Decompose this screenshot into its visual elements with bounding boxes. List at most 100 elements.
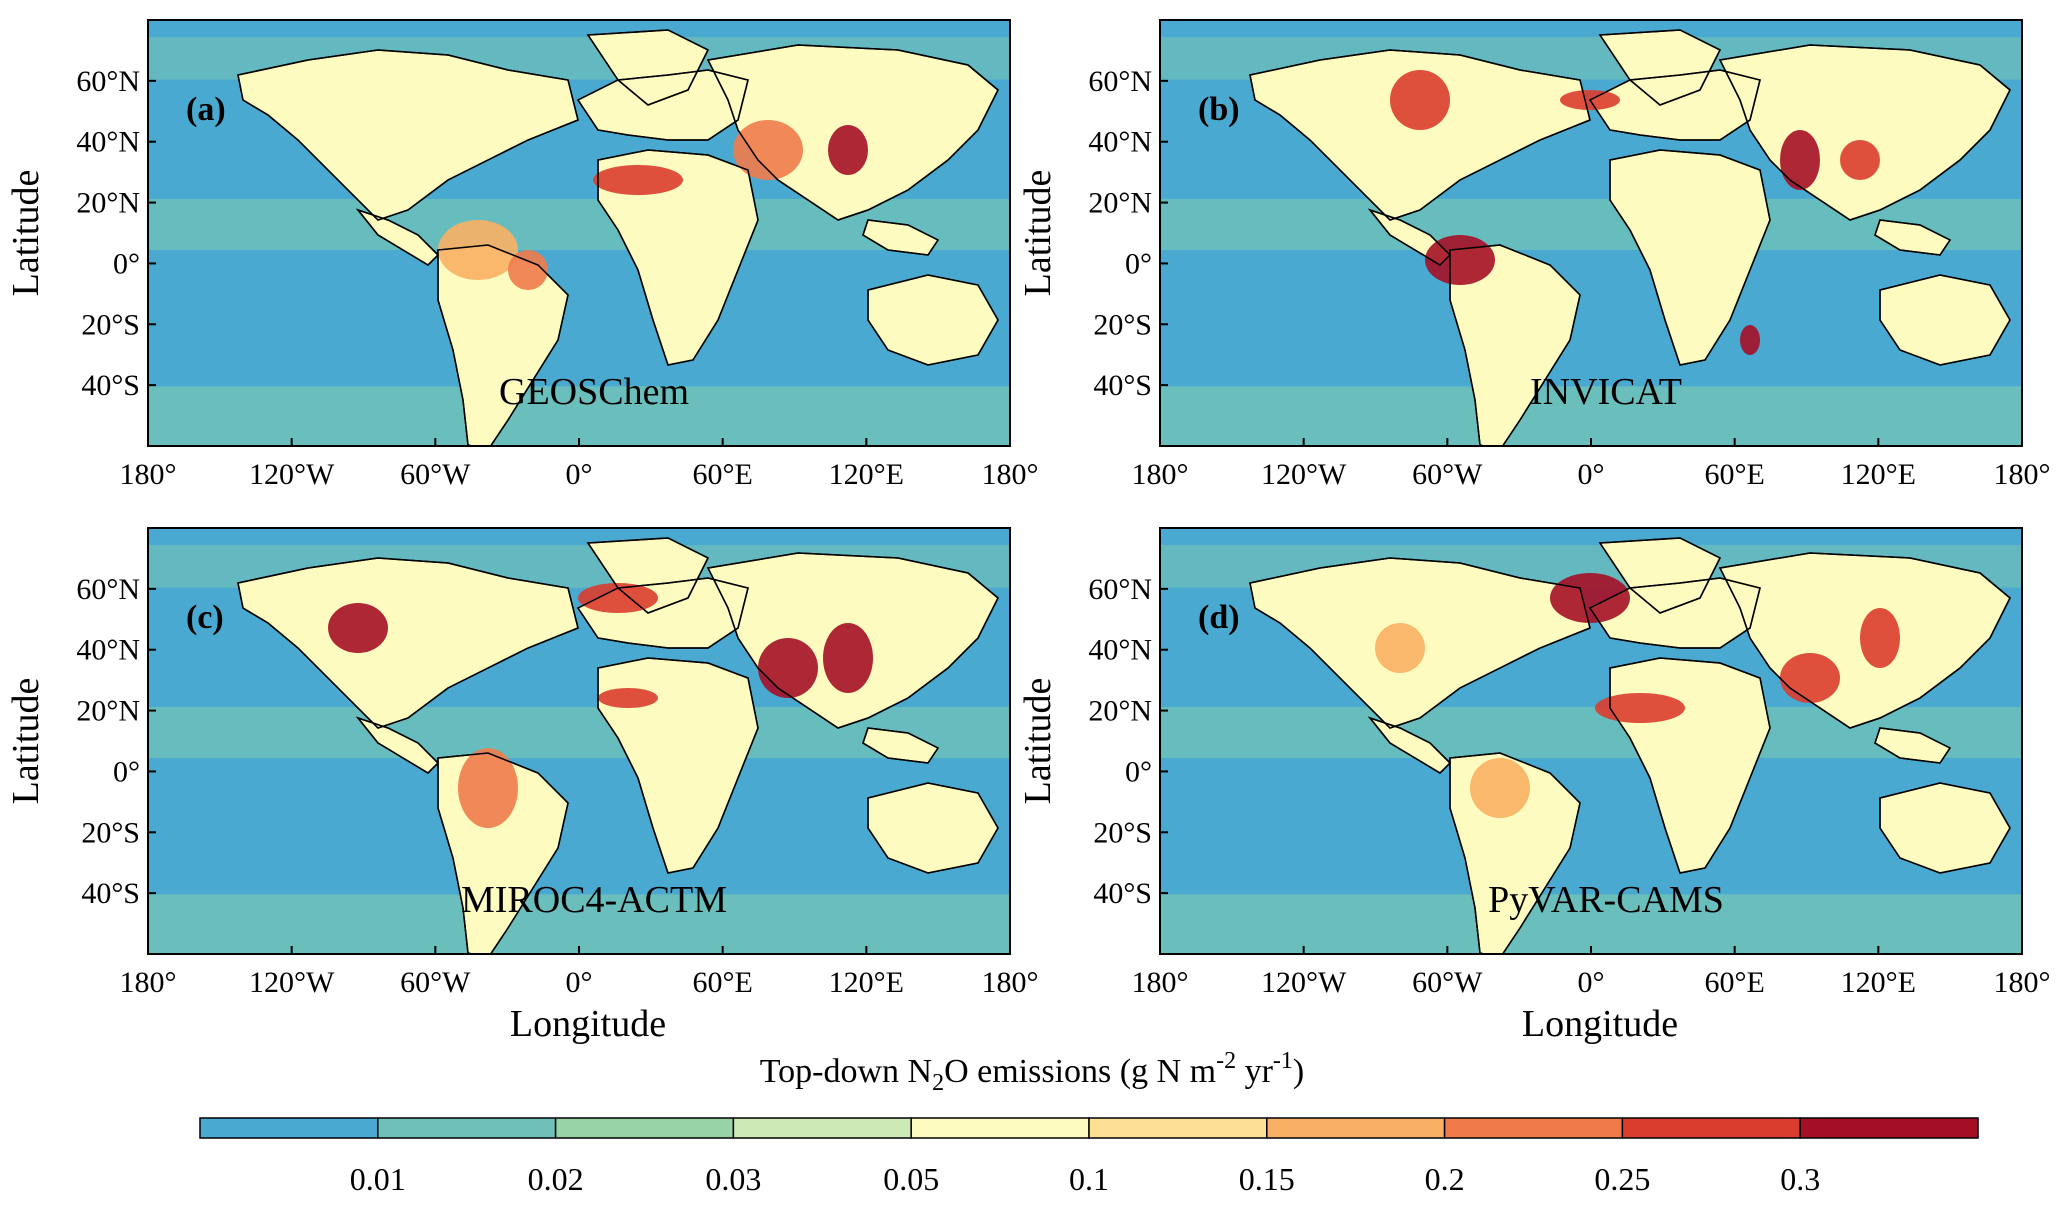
lon-tick-label: 60°E: [1705, 458, 1765, 491]
y-axis-title: Latitude: [1017, 170, 1059, 297]
lat-tick-label: 20°S: [81, 816, 140, 849]
colorbar-tick-label: 0.3: [1780, 1161, 1820, 1197]
lat-tick-label: 60°N: [76, 573, 140, 606]
colorbar: Top-down N2O emissions (g N m-2 yr-1) 0.…: [199, 1048, 1979, 1197]
panel-letter: (a): [186, 91, 226, 128]
lon-tick-label: 60°E: [693, 966, 753, 999]
model-name-label: INVICAT: [1530, 371, 1682, 413]
emission-hotspot: [1470, 758, 1530, 818]
lat-tick-label: 40°N: [1088, 126, 1152, 159]
emission-hotspot: [1425, 235, 1495, 285]
emission-hotspot: [1740, 325, 1760, 355]
lon-tick-label: 120°W: [249, 966, 335, 999]
colorbar-segment: [377, 1117, 557, 1139]
lon-tick-label: 60°W: [400, 458, 471, 491]
lat-tick-label: 20°N: [76, 187, 140, 220]
lon-tick-label: 120°W: [249, 458, 335, 491]
lat-tick-label: 40°S: [81, 877, 140, 910]
model-name-label: MIROC4-ACTM: [461, 879, 727, 921]
model-name-label: GEOSChem: [499, 371, 689, 413]
lon-tick-label: 180°: [1994, 458, 2051, 491]
lon-tick-label: 0°: [566, 458, 593, 491]
lat-tick-label: 40°N: [1088, 634, 1152, 667]
colorbar-segment: [1799, 1117, 1979, 1139]
emission-hotspot: [508, 250, 548, 290]
lon-tick-label: 0°: [566, 966, 593, 999]
colorbar-tick-label: 0.01: [350, 1161, 406, 1197]
emission-hotspot: [1595, 693, 1685, 723]
model-name-label: PyVAR-CAMS: [1488, 879, 1724, 921]
lon-tick-label: 180°: [982, 458, 1039, 491]
colorbar-tick-label: 0.02: [528, 1161, 584, 1197]
emission-hotspot: [458, 748, 518, 828]
lon-tick-label: 180°: [1132, 966, 1189, 999]
emission-hotspot: [598, 688, 658, 708]
emission-hotspot: [823, 623, 873, 693]
lat-tick-label: 0°: [1125, 247, 1152, 280]
panel-letter: (b): [1198, 91, 1240, 128]
lon-tick-label: 60°E: [1705, 966, 1765, 999]
lon-tick-label: 60°E: [693, 458, 753, 491]
colorbar-tick-label: 0.2: [1425, 1161, 1465, 1197]
emission-hotspot: [758, 638, 818, 698]
lat-tick-label: 60°N: [76, 65, 140, 98]
emission-hotspot: [1840, 140, 1880, 180]
lon-tick-label: 180°: [120, 458, 177, 491]
lat-tick-label: 40°N: [76, 634, 140, 667]
lon-tick-label: 120°E: [829, 966, 904, 999]
map-panel-4: (d) PyVAR-CAMS 60°N 40°N 20°N 0° 20°S 40°S 180° 1…: [1017, 527, 2051, 1045]
colorbar-segment: [554, 1117, 735, 1139]
colorbar-tick-label: 0.1: [1069, 1161, 1109, 1197]
colorbar-tick-label: 0.15: [1239, 1161, 1295, 1197]
emission-hotspot: [1780, 653, 1840, 703]
emission-hotspot: [1780, 130, 1820, 190]
lon-tick-label: 120°E: [829, 458, 904, 491]
colorbar-segment: [910, 1117, 1090, 1139]
emission-hotspot: [828, 125, 868, 175]
map-panel-1: (a) GEOSChem 60°N 40°N 20°N 0° 20°S 40°S 180° 120…: [5, 19, 1039, 491]
land-mass: [1249, 29, 2011, 446]
lat-tick-label: 20°N: [1088, 187, 1152, 220]
colorbar-tick-label: 0.05: [883, 1161, 939, 1197]
emission-hotspot: [438, 220, 518, 280]
emission-hotspot: [1375, 623, 1425, 673]
land-mass: [237, 29, 999, 446]
emission-hotspot: [1860, 608, 1900, 668]
lon-tick-label: 120°E: [1841, 458, 1916, 491]
map-panel-3: (c) MIROC4-ACTM 60°N 40°N 20°N 0° 20°S 40°S 180°…: [5, 527, 1039, 1045]
lon-tick-label: 60°W: [1412, 458, 1483, 491]
x-axis-title: Longitude: [510, 1003, 666, 1045]
emission-hotspot: [328, 603, 388, 653]
y-axis-title: Latitude: [1017, 678, 1059, 805]
lon-tick-label: 0°: [1578, 966, 1605, 999]
emission-hotspot: [1390, 70, 1450, 130]
lat-tick-label: 0°: [1125, 755, 1152, 788]
land-mass: [237, 537, 999, 954]
lon-tick-label: 60°W: [1412, 966, 1483, 999]
lon-tick-label: 120°W: [1261, 966, 1347, 999]
land-mass: [1249, 537, 2011, 954]
colorbar-tick-label: 0.03: [705, 1161, 761, 1197]
colorbar-segment: [199, 1117, 379, 1139]
lat-tick-label: 20°S: [81, 308, 140, 341]
colorbar-segment: [1088, 1117, 1268, 1139]
colorbar-segment: [1266, 1117, 1446, 1139]
emission-hotspot: [733, 120, 803, 180]
lon-tick-label: 120°W: [1261, 458, 1347, 491]
lon-tick-label: 120°E: [1841, 966, 1916, 999]
colorbar-segment: [1621, 1117, 1801, 1139]
lat-tick-label: 40°S: [81, 369, 140, 402]
emission-hotspot: [1550, 573, 1630, 623]
lat-tick-label: 20°N: [1088, 695, 1152, 728]
colorbar-title: Top-down N2O emissions (g N m-2 yr-1): [760, 1048, 1304, 1096]
y-axis-title: Latitude: [5, 678, 47, 805]
emission-hotspot: [593, 165, 683, 195]
lat-tick-label: 20°N: [76, 695, 140, 728]
colorbar-segment: [1443, 1117, 1624, 1139]
y-axis-title: Latitude: [5, 170, 47, 297]
lon-tick-label: 180°: [1994, 966, 2051, 999]
lat-tick-label: 40°S: [1093, 369, 1152, 402]
panel-letter: (d): [1198, 599, 1240, 636]
colorbar-segment: [732, 1117, 912, 1139]
